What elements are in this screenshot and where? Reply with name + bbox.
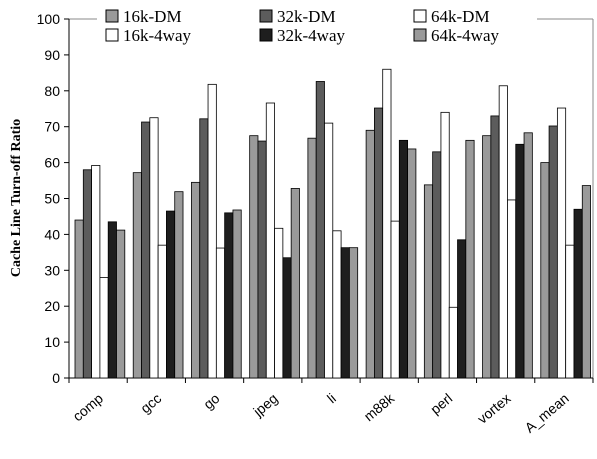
y-tick-label: 60 bbox=[44, 155, 60, 171]
y-tick-label: 80 bbox=[44, 83, 60, 99]
bar bbox=[365, 129, 375, 379]
legend-label: 64k-DM bbox=[431, 7, 490, 26]
bar bbox=[232, 209, 242, 379]
y-tick-label: 40 bbox=[44, 226, 60, 242]
bar bbox=[448, 306, 458, 379]
legend-swatch bbox=[413, 28, 427, 42]
y-tick-label: 50 bbox=[44, 191, 60, 207]
bar bbox=[116, 229, 126, 379]
bar bbox=[540, 162, 550, 379]
legend-label: 64k-4way bbox=[431, 26, 499, 45]
bar bbox=[548, 125, 558, 379]
bar bbox=[573, 208, 583, 379]
legend-swatch bbox=[259, 28, 273, 42]
bar bbox=[290, 188, 300, 379]
bar bbox=[348, 247, 359, 379]
legend-background bbox=[97, 4, 537, 50]
x-tick-label: li bbox=[324, 390, 339, 406]
bar bbox=[423, 184, 434, 379]
bar bbox=[382, 68, 392, 379]
x-tick-label: comp bbox=[70, 390, 107, 424]
bar bbox=[332, 230, 342, 379]
bar bbox=[149, 117, 159, 379]
y-tick-label: 0 bbox=[52, 370, 60, 386]
bar bbox=[523, 132, 533, 379]
chart-bars bbox=[74, 68, 591, 379]
y-tick-label: 70 bbox=[44, 119, 60, 135]
bar bbox=[74, 219, 84, 379]
bar bbox=[99, 277, 109, 379]
x-tick-label: go bbox=[200, 390, 222, 412]
legend-swatch bbox=[259, 9, 273, 23]
y-axis-label: Cache Line Turn-off Ratio bbox=[9, 119, 24, 277]
bar bbox=[432, 151, 442, 379]
bar bbox=[507, 199, 517, 379]
bar bbox=[440, 111, 450, 379]
legend: 16k-DM 32k-DM 64k-DM 16k-4way 32k-4way 64k-4w… bbox=[97, 4, 537, 50]
legend-label: 16k-4way bbox=[123, 26, 191, 45]
x-tick-label: perl bbox=[427, 390, 455, 417]
x-tick-label: A_mean bbox=[522, 390, 572, 436]
x-tick-label: gcc bbox=[137, 390, 164, 416]
bar bbox=[107, 221, 117, 379]
bar bbox=[141, 121, 151, 379]
bar bbox=[581, 185, 591, 379]
bar bbox=[324, 122, 334, 379]
bar bbox=[157, 244, 167, 379]
bar bbox=[407, 148, 417, 379]
bar bbox=[390, 220, 400, 379]
bar bbox=[490, 115, 500, 379]
bar bbox=[307, 137, 317, 379]
legend-label: 32k-DM bbox=[277, 7, 336, 26]
bar bbox=[215, 247, 226, 379]
bar bbox=[199, 118, 209, 379]
y-tick-label: 20 bbox=[44, 298, 60, 314]
bar bbox=[515, 143, 525, 379]
bar bbox=[191, 181, 201, 379]
x-tick-label: jpeg bbox=[249, 390, 280, 420]
y-tick-label: 10 bbox=[44, 334, 60, 350]
legend-label: 16k-DM bbox=[123, 7, 182, 26]
bar bbox=[257, 140, 267, 379]
bar bbox=[224, 212, 234, 379]
legend-label: 32k-4way bbox=[277, 26, 345, 45]
bar bbox=[207, 83, 217, 379]
bar bbox=[249, 135, 259, 379]
y-tick-label: 100 bbox=[37, 11, 61, 27]
bar bbox=[132, 172, 142, 379]
legend-swatch bbox=[413, 9, 427, 23]
bar bbox=[556, 107, 567, 379]
bar bbox=[498, 85, 508, 379]
legend-swatch bbox=[105, 9, 119, 23]
y-tick-label: 30 bbox=[44, 262, 60, 278]
bar bbox=[465, 139, 475, 379]
bar bbox=[174, 191, 184, 379]
bar bbox=[265, 102, 275, 379]
bar bbox=[374, 107, 384, 379]
bar bbox=[274, 227, 284, 379]
bar bbox=[482, 135, 492, 379]
x-tick-label: vortex bbox=[474, 390, 513, 427]
y-tick-label: 90 bbox=[44, 47, 60, 63]
bar bbox=[91, 165, 101, 379]
bar bbox=[340, 247, 350, 379]
x-tick-label: m88k bbox=[361, 389, 398, 424]
bar bbox=[282, 257, 292, 379]
bar bbox=[457, 239, 467, 379]
bar bbox=[565, 244, 575, 379]
bar bbox=[398, 139, 409, 379]
legend-swatch bbox=[105, 28, 119, 42]
bar bbox=[166, 210, 176, 379]
bar bbox=[315, 81, 325, 379]
bar bbox=[82, 169, 93, 379]
